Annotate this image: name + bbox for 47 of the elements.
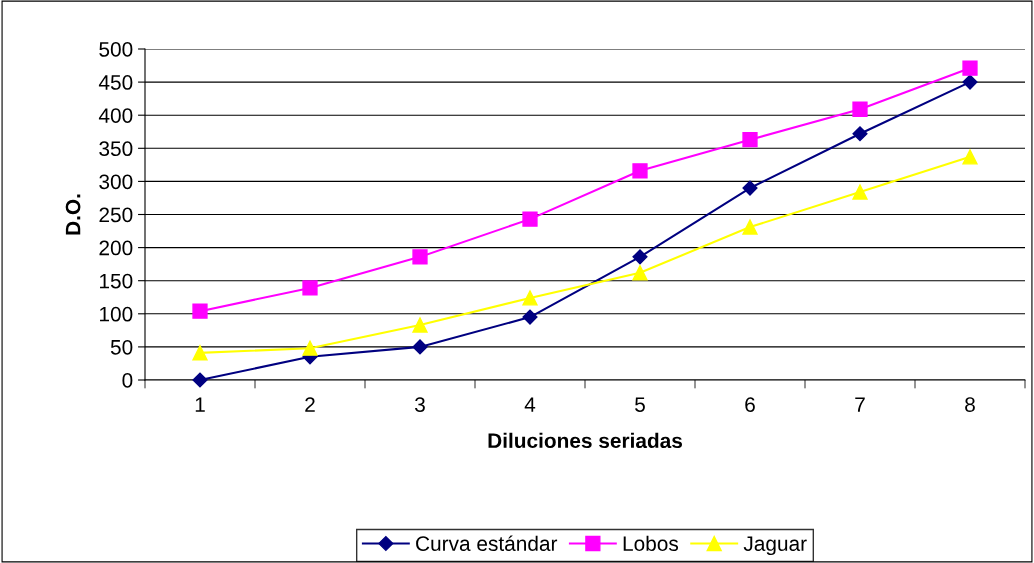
x-tick-label: 8 bbox=[965, 397, 975, 412]
point bbox=[742, 180, 758, 196]
point bbox=[522, 309, 538, 325]
point bbox=[852, 126, 868, 142]
y-tick-label: 250 bbox=[99, 207, 133, 223]
point bbox=[192, 345, 208, 361]
y-tick-label: 350 bbox=[99, 141, 133, 157]
point bbox=[962, 149, 978, 165]
x-tick-label: 3 bbox=[415, 397, 425, 412]
point bbox=[852, 101, 868, 117]
point bbox=[632, 265, 648, 281]
x-tick-label: 4 bbox=[524, 397, 536, 412]
point bbox=[962, 60, 978, 76]
point bbox=[192, 372, 208, 388]
y-tick-label: 500 bbox=[99, 42, 133, 57]
point bbox=[852, 184, 868, 200]
point bbox=[742, 219, 758, 235]
x-tick-label: 6 bbox=[745, 397, 755, 412]
y-tick-label: 150 bbox=[100, 273, 133, 289]
point bbox=[962, 74, 978, 90]
y-tick-label: 200 bbox=[99, 240, 133, 256]
legend-label: Jaguar bbox=[743, 536, 807, 556]
legend-label: Lobos bbox=[623, 535, 679, 551]
point bbox=[522, 211, 538, 227]
x-tick-label: 1 bbox=[195, 397, 205, 412]
point bbox=[302, 340, 318, 356]
y-axis-title: D.O. bbox=[65, 194, 81, 235]
point bbox=[412, 317, 428, 333]
x-tick-label: 2 bbox=[305, 397, 315, 412]
y-tick-label: 0 bbox=[122, 373, 133, 388]
y-tick-label: 50 bbox=[110, 339, 133, 355]
point bbox=[632, 249, 648, 265]
legend-label: Curva estándar bbox=[416, 535, 558, 551]
point bbox=[302, 280, 318, 296]
point bbox=[412, 339, 428, 355]
point bbox=[522, 290, 538, 306]
y-tick-label: 100 bbox=[100, 306, 133, 322]
point bbox=[192, 303, 208, 319]
y-tick-label: 450 bbox=[98, 75, 133, 90]
x-tick-label: 5 bbox=[635, 397, 645, 412]
x-tick-label: 7 bbox=[855, 397, 865, 412]
point bbox=[412, 249, 428, 265]
y-tick-label: 400 bbox=[98, 108, 133, 123]
y-tick-label: 300 bbox=[99, 174, 133, 190]
point bbox=[742, 132, 758, 148]
x-axis-title: Diluciones seriadas bbox=[488, 432, 682, 449]
point bbox=[632, 163, 648, 179]
